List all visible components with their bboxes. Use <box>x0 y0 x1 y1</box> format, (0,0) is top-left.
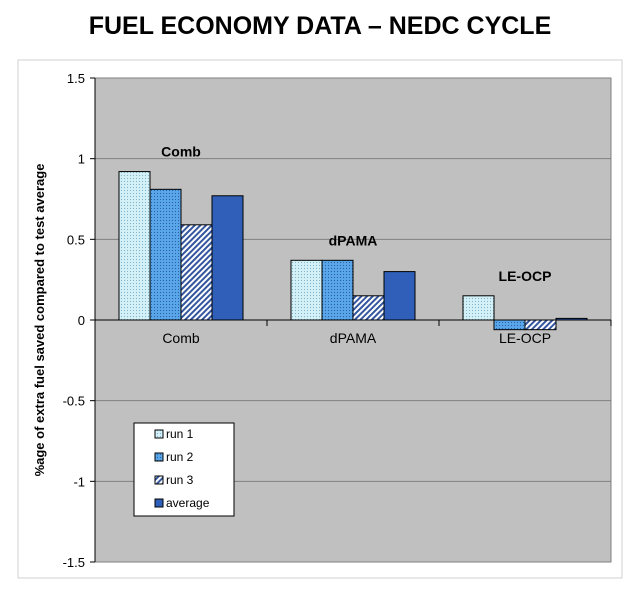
y-axis-title: %age of extra fuel saved compared to tes… <box>32 164 47 477</box>
bar-comb-run-1 <box>118 171 151 321</box>
bars <box>118 171 588 331</box>
bar-dpama-run-2 <box>321 259 354 321</box>
bar-le-ocp-run-3 <box>524 319 557 331</box>
x-tick-label: dPAMA <box>330 330 377 346</box>
bar-dpama-run-1 <box>290 259 323 321</box>
group-annotation: Comb <box>161 144 201 160</box>
legend-swatch <box>154 475 164 485</box>
bar-comb-run-2 <box>149 188 182 321</box>
group-annotation: dPAMA <box>329 232 378 248</box>
chart-title: FUEL ECONOMY DATA – NEDC CYCLE <box>88 12 552 40</box>
chart-outer-frame <box>17 59 623 579</box>
y-tick-label: -1 <box>73 474 85 489</box>
bar-le-ocp-run-2 <box>493 319 526 331</box>
legend-box <box>133 422 235 517</box>
x-tick-label: Comb <box>162 330 200 346</box>
y-tick-label: -0.5 <box>63 394 85 409</box>
bar-dpama-run-3 <box>352 295 385 321</box>
legend-swatch <box>154 452 164 462</box>
legend-label: run 2 <box>166 450 194 464</box>
legend-swatch <box>154 498 164 508</box>
bar-dpama-average <box>383 271 416 321</box>
y-tick-label: -1.5 <box>63 555 85 570</box>
legend-swatch <box>154 429 164 439</box>
legend-label: average <box>166 496 210 510</box>
legend-label: run 3 <box>166 473 194 487</box>
legend: run 1 run 2 run 3 average <box>133 422 235 517</box>
bar-le-ocp-average <box>555 317 588 321</box>
legend-label: run 1 <box>166 427 194 441</box>
y-tick-label: 0.5 <box>67 232 85 247</box>
x-tick-label: LE-OCP <box>499 330 551 346</box>
y-tick-label: 1.5 <box>67 71 85 86</box>
group-annotation: LE-OCP <box>499 268 552 284</box>
labels: 1.5 1 0.5 0 -0.5 -1 -1.5 Comb Comb dPAMA dPAMA LE-O… <box>63 71 552 570</box>
bar-comb-run-3 <box>180 224 213 321</box>
y-tick-label: 1 <box>78 152 85 167</box>
bar-comb-average <box>211 195 244 321</box>
y-tick-label: 0 <box>78 313 85 328</box>
bar-le-ocp-run-1 <box>462 295 495 321</box>
